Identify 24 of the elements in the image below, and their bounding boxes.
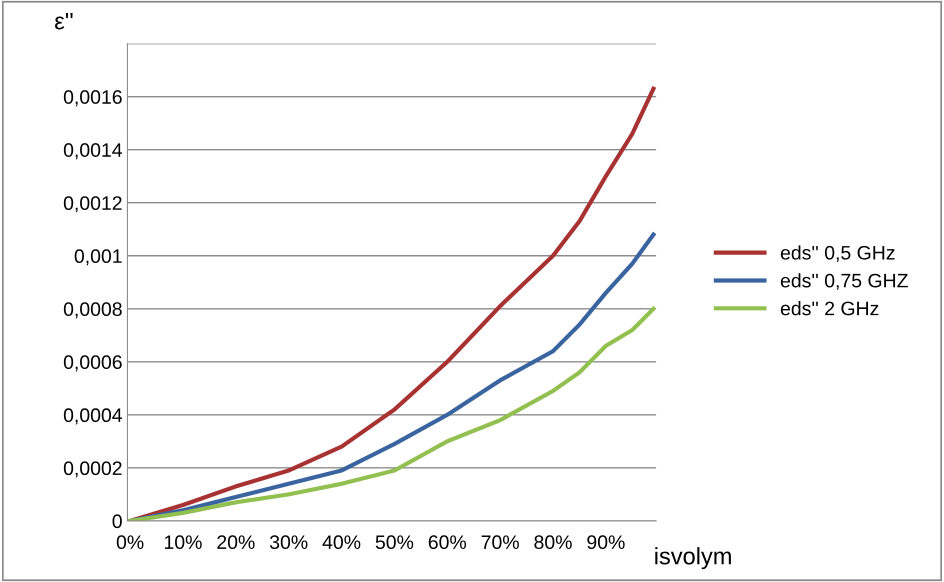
y-tick-label: 0,0002 xyxy=(64,461,122,478)
x-tick-label: 60% xyxy=(428,535,466,550)
y-tick-label: 0,0012 xyxy=(64,196,122,212)
x-tick-label: 0% xyxy=(116,535,144,550)
y-tick-label: 0,001 xyxy=(74,249,122,266)
y-tick-label: 0,0008 xyxy=(64,302,122,318)
x-tick-label: 70% xyxy=(482,535,519,550)
legend-label: eds'' 0,75 GHZ xyxy=(780,273,908,290)
x-tick-label: 10% xyxy=(164,535,202,550)
y-tick-label: 0,0006 xyxy=(64,355,122,372)
y-tick-label: 0,0016 xyxy=(64,90,122,106)
x-axis-title: isvolym xyxy=(655,547,731,570)
legend-label: eds'' 0,5 GHz xyxy=(780,245,895,262)
x-tick-label: 90% xyxy=(587,535,625,550)
y-tick-label: 0,0014 xyxy=(64,143,122,160)
x-tick-label: 40% xyxy=(322,535,360,550)
x-tick-label: 50% xyxy=(376,535,414,550)
y-axis-title: ε'' xyxy=(55,12,73,30)
x-tick-label: 20% xyxy=(217,535,255,550)
y-tick-label: 0 xyxy=(112,514,122,528)
x-tick-label: 30% xyxy=(270,535,308,550)
y-tick-label: 0,0004 xyxy=(64,408,122,424)
x-tick-label: 80% xyxy=(534,535,572,550)
legend-label: eds'' 2 GHz xyxy=(780,301,878,316)
